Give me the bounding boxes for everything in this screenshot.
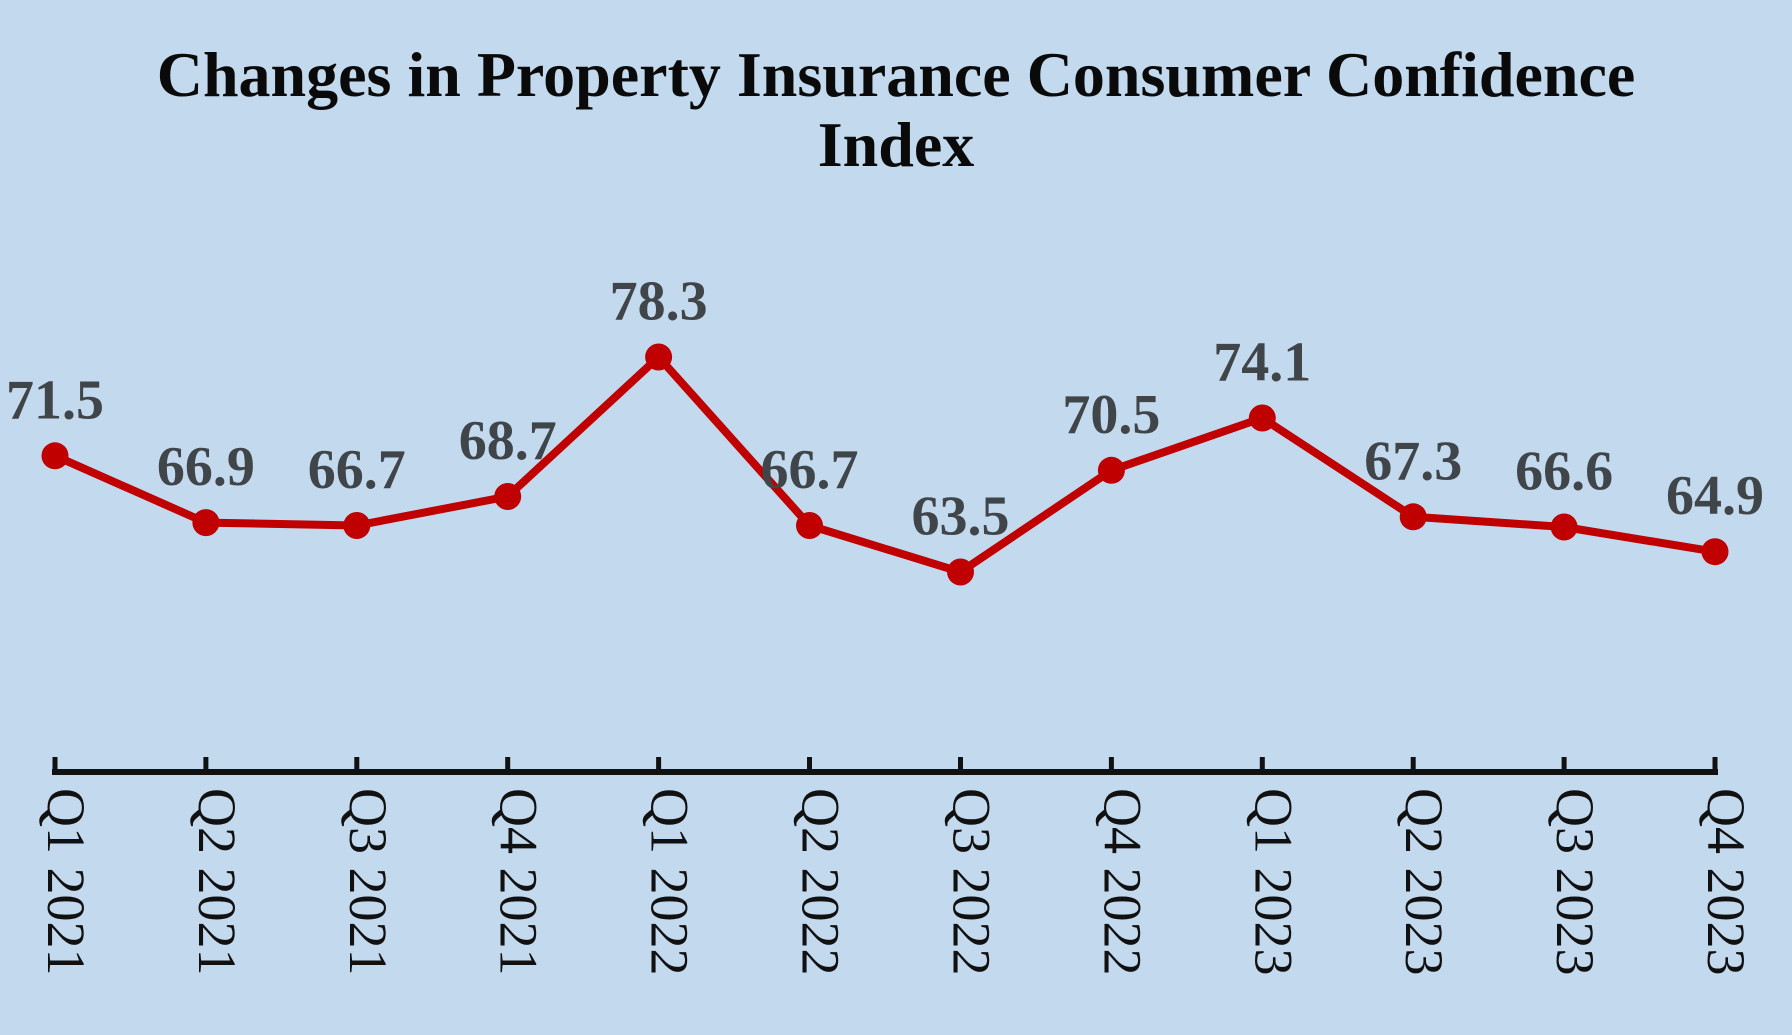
svg-text:71.5: 71.5 [6,369,104,431]
svg-text:Q4 2023: Q4 2023 [1696,788,1756,976]
svg-text:67.3: 67.3 [1364,430,1462,492]
svg-text:66.7: 66.7 [761,439,859,501]
svg-text:74.1: 74.1 [1213,332,1311,394]
svg-text:Q3 2022: Q3 2022 [942,788,1002,976]
svg-text:Q1 2023: Q1 2023 [1243,788,1303,976]
svg-text:66.9: 66.9 [157,436,255,498]
svg-text:Q3 2021: Q3 2021 [338,788,398,976]
svg-text:Q2 2023: Q2 2023 [1394,788,1454,976]
svg-text:Q2 2021: Q2 2021 [187,788,247,976]
svg-text:63.5: 63.5 [912,486,1010,548]
svg-text:66.7: 66.7 [308,439,406,501]
svg-text:Q4 2021: Q4 2021 [489,788,549,976]
svg-text:Q3 2023: Q3 2023 [1545,788,1605,976]
svg-text:Q4 2022: Q4 2022 [1092,788,1152,976]
svg-text:Q2 2022: Q2 2022 [791,788,851,976]
svg-text:Q1 2022: Q1 2022 [640,788,700,976]
svg-text:Q1 2021: Q1 2021 [36,788,96,976]
svg-text:78.3: 78.3 [610,271,708,333]
svg-text:66.6: 66.6 [1515,441,1613,503]
svg-text:70.5: 70.5 [1062,384,1160,446]
svg-text:68.7: 68.7 [459,410,557,472]
svg-text:64.9: 64.9 [1666,465,1764,527]
